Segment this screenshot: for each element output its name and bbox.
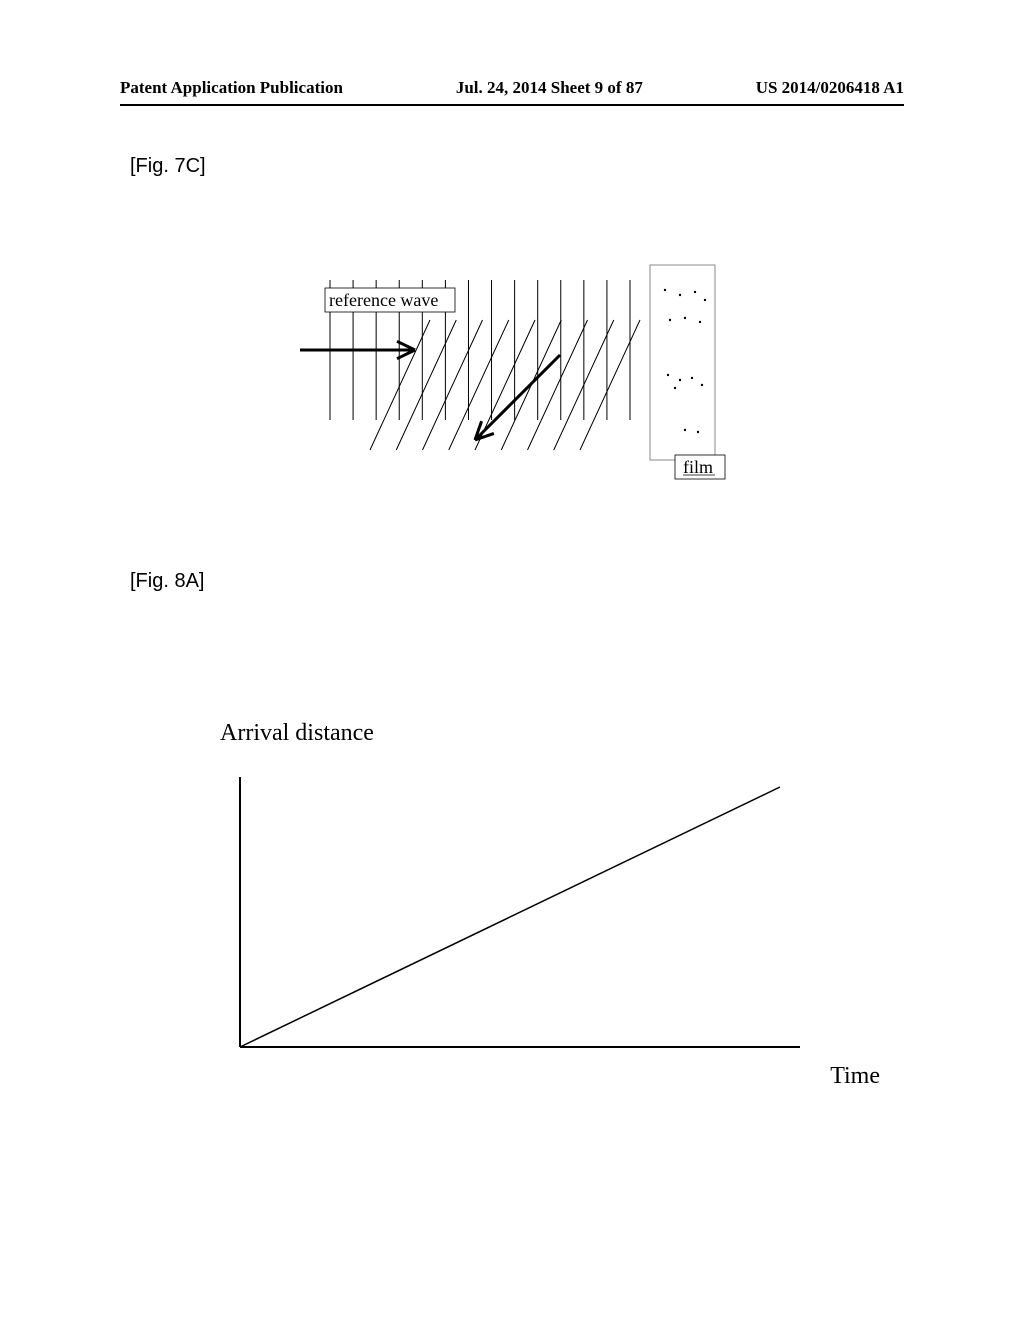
header-divider (120, 104, 904, 106)
figure-8a-xlabel: Time (830, 1063, 880, 1090)
figure-7c-label: [Fig. 7C] (130, 155, 206, 178)
header-right: US 2014/0206418 A1 (756, 78, 904, 98)
figure-8a-label: [Fig. 8A] (130, 570, 204, 593)
figure-8a-svg (180, 757, 860, 1077)
page-header: Patent Application Publication Jul. 24, … (0, 78, 1024, 98)
svg-text:reference wave: reference wave (329, 290, 438, 310)
header-center: Jul. 24, 2014 Sheet 9 of 87 (456, 78, 643, 98)
figure-7c-diagram: reference wave film (280, 260, 800, 520)
header-left: Patent Application Publication (120, 78, 343, 98)
figure-8a-ylabel: Arrival distance (220, 720, 860, 747)
svg-text:film: film (683, 457, 713, 477)
figure-8a-chart: Arrival distance Time (180, 720, 860, 1100)
